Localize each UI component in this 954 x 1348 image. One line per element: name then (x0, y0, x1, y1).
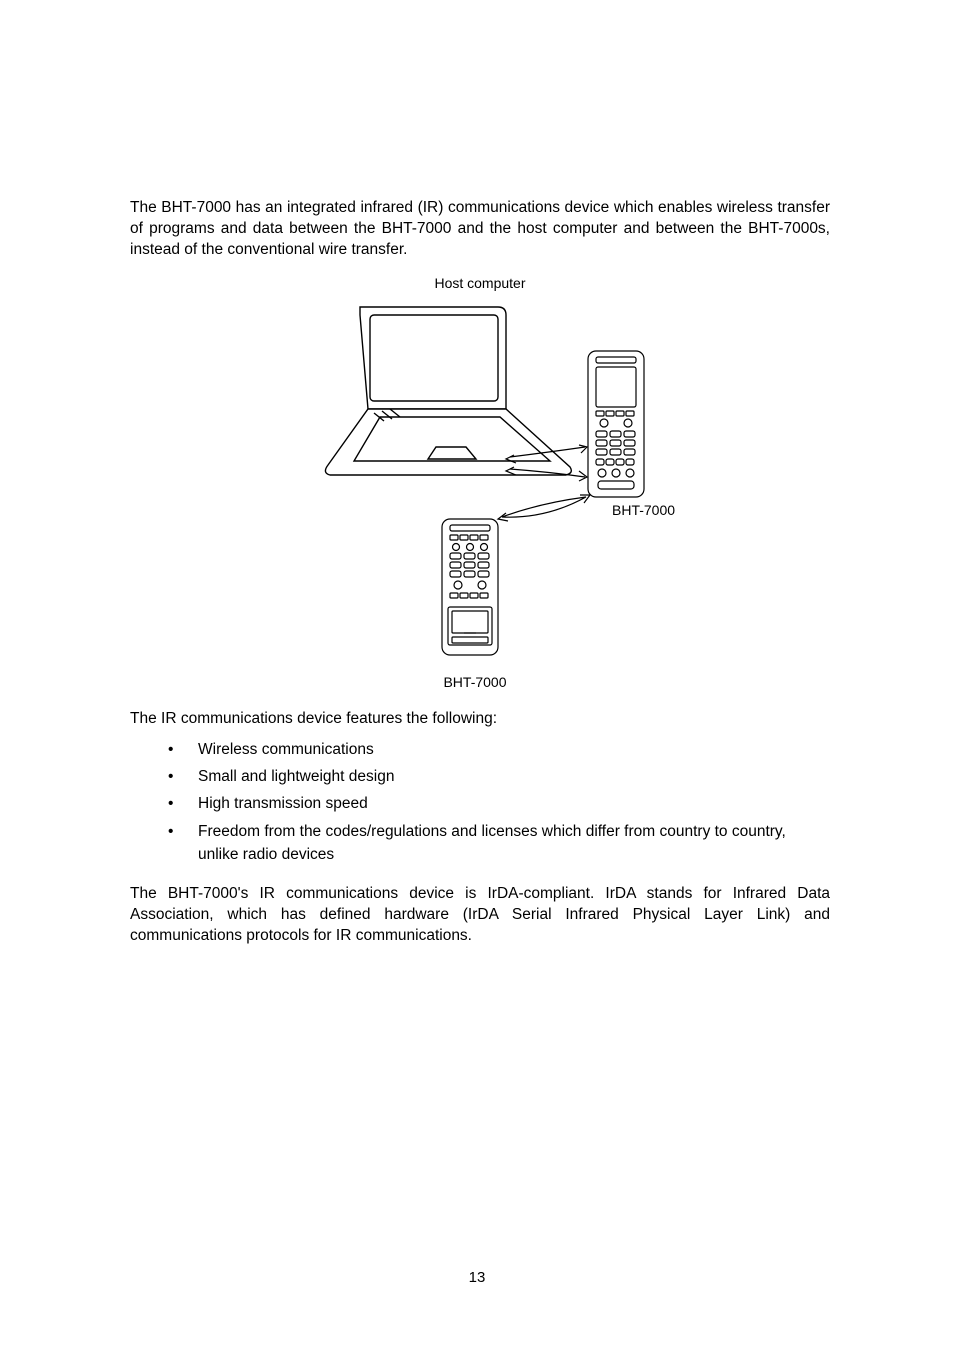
figure-container: Host computer (130, 275, 830, 690)
host-computer-label: Host computer (130, 275, 830, 291)
features-list: Wireless communications Small and lightw… (130, 738, 830, 866)
page: The BHT-7000 has an integrated infrared … (0, 0, 954, 1348)
closing-paragraph: The BHT-7000's IR communications device … (130, 884, 830, 947)
feature-item: Small and lightweight design (130, 765, 830, 788)
ir-communication-diagram: BHT-7000 (270, 297, 690, 667)
page-number: 13 (0, 1269, 954, 1286)
intro-paragraph: The BHT-7000 has an integrated infrared … (130, 198, 830, 261)
feature-item: Freedom from the codes/regulations and l… (130, 820, 830, 867)
content-area: The BHT-7000 has an integrated infrared … (130, 198, 830, 961)
feature-item: High transmission speed (130, 792, 830, 815)
laptop-icon (325, 307, 571, 475)
features-intro: The IR communications device features th… (130, 710, 830, 728)
feature-item: Wireless communications (130, 738, 830, 761)
device-bottom-label: BHT-7000 (120, 674, 830, 690)
device-right-label: BHT-7000 (612, 502, 675, 518)
ir-beam-handhelds-icon (498, 495, 590, 521)
handheld-right-icon (588, 351, 644, 497)
handheld-bottom-icon (442, 519, 498, 655)
